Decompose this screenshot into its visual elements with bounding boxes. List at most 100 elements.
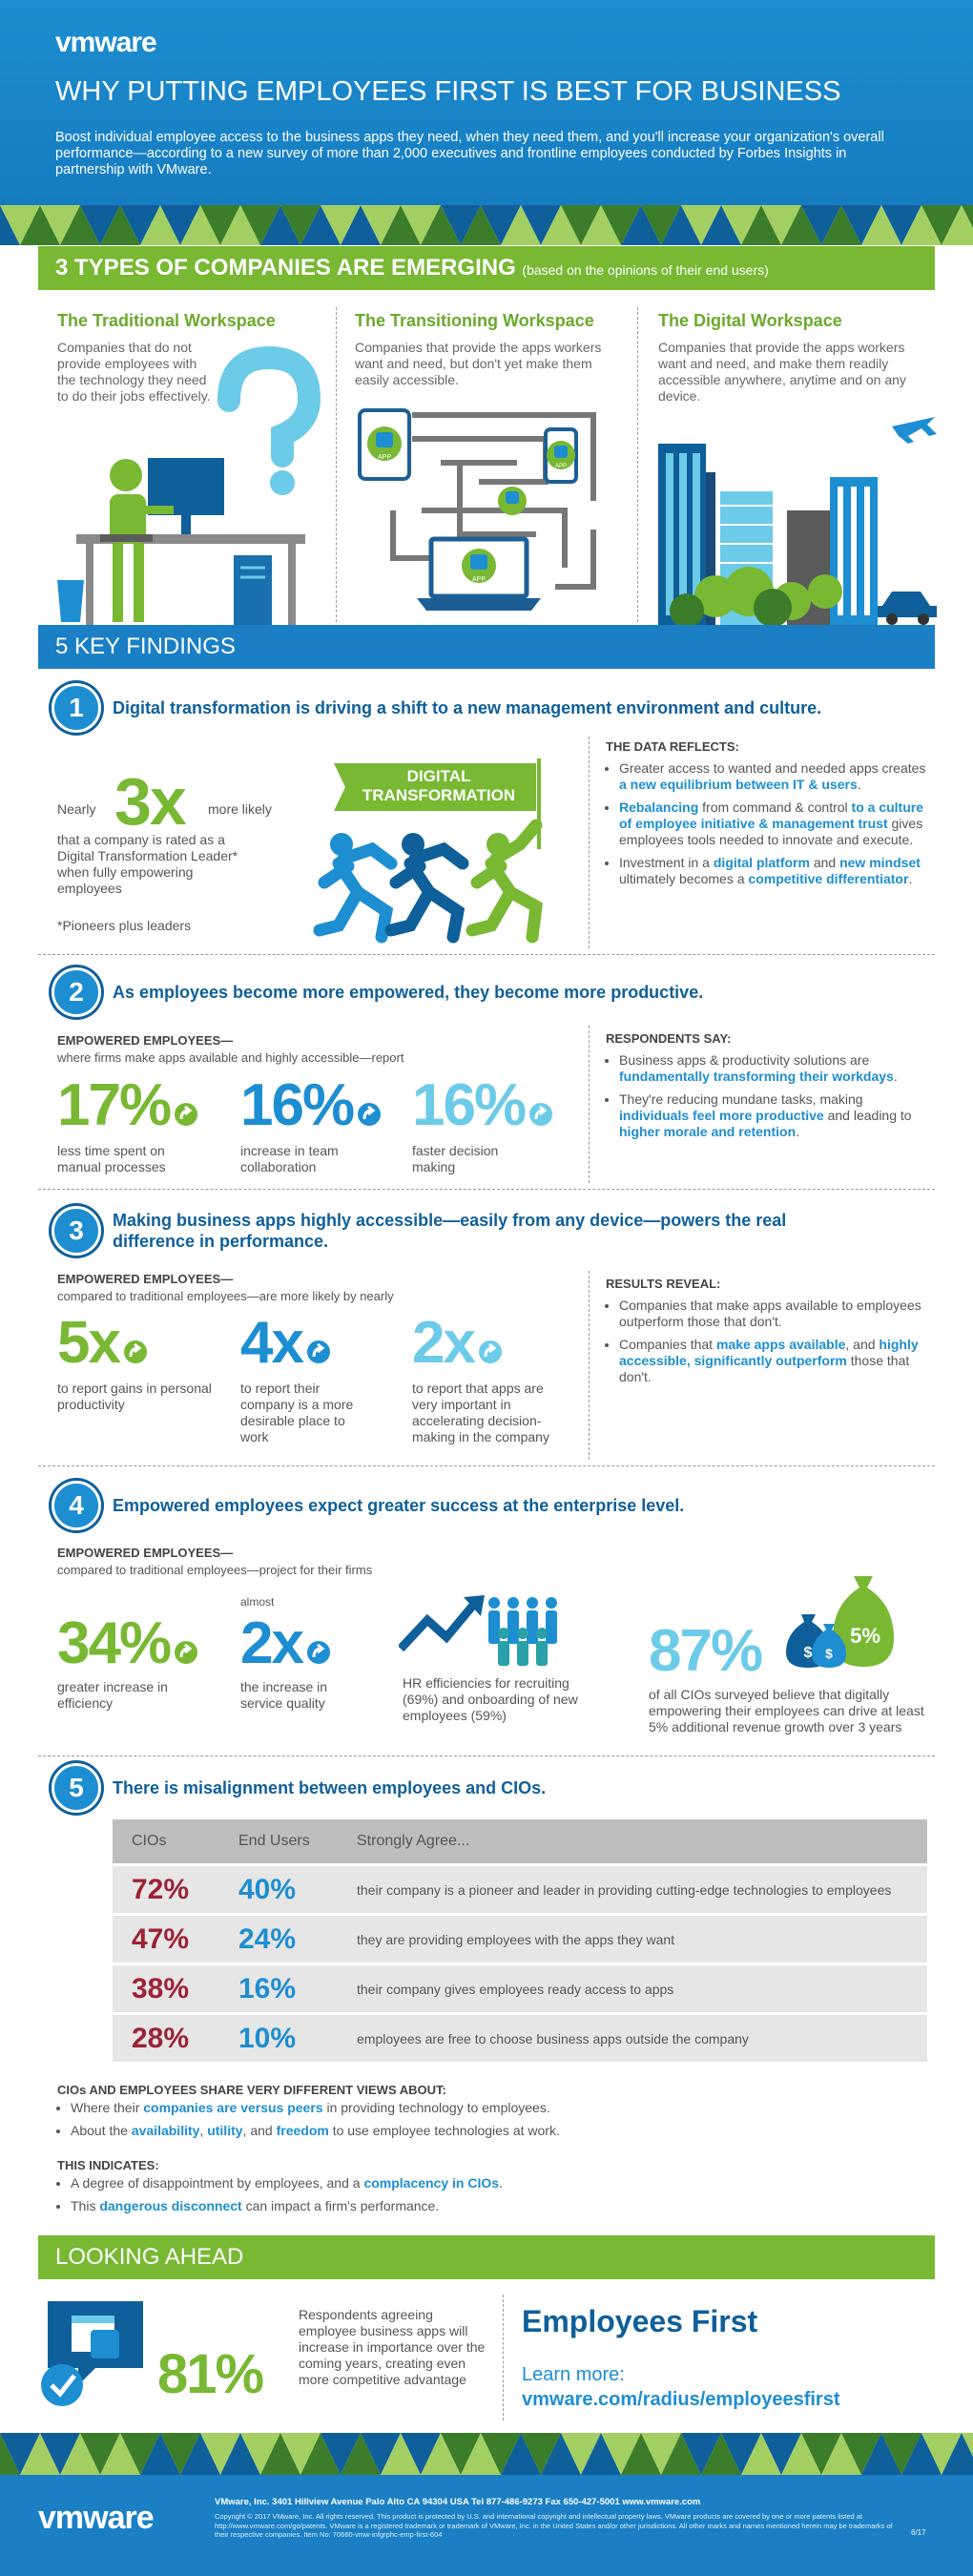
- bullet-list: Business apps & productivity solutions a…: [606, 1052, 930, 1140]
- text: Companies that do not provide employees …: [57, 340, 211, 404]
- circle: [330, 833, 353, 856]
- hr-icon: [399, 1595, 557, 1666]
- triangle: [280, 205, 321, 245]
- polyline: [412, 412, 596, 501]
- highlight: fundamentally transforming their workday…: [619, 1069, 894, 1084]
- div: [336, 307, 337, 622]
- path: [362, 1105, 376, 1120]
- triangle: [260, 205, 300, 245]
- rect: [507, 1610, 519, 1644]
- date: 6/17: [911, 2528, 926, 2537]
- rect: [851, 487, 857, 615]
- rect: [234, 555, 272, 625]
- circle: [670, 593, 704, 625]
- triangle: [781, 205, 821, 245]
- triangle: [521, 2433, 561, 2475]
- more: more likely: [208, 801, 272, 817]
- value: 16%: [412, 1072, 527, 1138]
- highlight: highly accessible, significantly outperf…: [619, 1337, 919, 1368]
- sublead: where firms make apps available and high…: [57, 1050, 404, 1065]
- cta-title: Employees First: [522, 2304, 758, 2338]
- triangle: [541, 205, 581, 245]
- bullet-text: .: [908, 871, 913, 886]
- rect: [679, 453, 687, 615]
- svg: [478, 1340, 502, 1363]
- label: of all CIOs surveyed believe that digita…: [649, 1687, 924, 1735]
- path: [179, 1105, 193, 1120]
- bullet-text: , and: [845, 1337, 880, 1352]
- text: Respondents agreeing employee business a…: [299, 2307, 486, 2387]
- highlight: new mindset: [839, 855, 921, 870]
- bullet-list: A degree of disappointment by employees,…: [57, 2175, 916, 2214]
- cio-percent: 72%: [113, 1866, 219, 1913]
- title: Digital transformation is driving a shif…: [113, 698, 822, 717]
- user-percent: 24%: [219, 1916, 338, 1963]
- tbody: 72% 40% their company is a pioneer and lea…: [113, 1866, 927, 2062]
- triangle: [962, 205, 973, 228]
- div: 4x: [240, 1314, 331, 1373]
- div: 34%: [57, 1614, 198, 1673]
- triangle: [781, 2433, 821, 2475]
- triangle: [701, 205, 741, 245]
- triangle: [841, 2433, 881, 2475]
- rect: [864, 487, 870, 615]
- svg: [306, 1641, 330, 1664]
- div: 2x: [240, 1614, 331, 1673]
- polyline: [390, 510, 441, 561]
- path: [812, 1624, 846, 1668]
- thead: CIOs End Users Strongly Agree...: [113, 1819, 927, 1863]
- page-title: WHY PUTTING EMPLOYEES FIRST IS BEST FOR …: [55, 76, 841, 107]
- indicates-title: THIS INDICATES:: [57, 2158, 159, 2172]
- bullet-text: Where their: [71, 2100, 144, 2115]
- link[interactable]: vmware.com/radius/employeesfirst: [522, 2389, 840, 2410]
- polyline: [384, 857, 437, 937]
- bullet-list: Companies that make apps available to em…: [606, 1298, 930, 1385]
- stat: 3x: [114, 764, 187, 839]
- circle: [536, 1628, 548, 1639]
- triangle: [861, 205, 901, 245]
- section-band: 3 TYPES OF COMPANIES ARE EMERGING (based…: [38, 246, 935, 290]
- address: VMware, Inc. 3401 Hillview Avenue Palo A…: [215, 2497, 701, 2507]
- table: CIOs End Users Strongly Agree... 72% 40% the…: [113, 1817, 927, 2065]
- app-label: APP: [472, 576, 486, 583]
- triangle: [160, 2433, 200, 2475]
- bullet-text: Companies that make apps available to em…: [619, 1298, 921, 1329]
- statement: employees are free to choose business ap…: [338, 2015, 927, 2062]
- triangle: [20, 205, 60, 245]
- rect: [376, 432, 393, 447]
- path: [464, 1595, 485, 1616]
- triangle: [120, 2433, 160, 2475]
- lead: EMPOWERED EMPLOYEES—: [57, 1033, 234, 1048]
- triangle: [361, 205, 401, 245]
- path: [179, 1643, 193, 1658]
- g: [498, 1628, 548, 1666]
- triangle: [721, 2433, 761, 2475]
- div: [589, 737, 590, 948]
- bullet-list: Where their companies are versus peers i…: [57, 2100, 916, 2139]
- bullet-text: .: [893, 1069, 898, 1084]
- footer: [0, 2475, 973, 2576]
- rect: [86, 544, 93, 625]
- div: THE DATA REFLECTS: Greater access to wan…: [606, 738, 930, 894]
- circle: [486, 833, 509, 856]
- triangle: [140, 205, 180, 245]
- bag-labels: $: [825, 1646, 833, 1661]
- rect: [488, 1610, 500, 1644]
- circle: [402, 833, 424, 856]
- section-band: 5 KEY FINDINGS: [38, 625, 935, 669]
- rect: [554, 446, 568, 458]
- triangle: [300, 205, 341, 245]
- div: Where their companies are versus peers i…: [57, 2100, 916, 2146]
- bullet-text: .: [499, 2175, 503, 2191]
- polyline: [504, 885, 543, 944]
- div: [38, 1755, 935, 1756]
- triangle: [801, 2433, 841, 2475]
- triangle: [20, 2433, 60, 2475]
- triangle: [80, 2433, 120, 2475]
- bullet-text: Companies that: [619, 1337, 716, 1352]
- rect: [506, 491, 519, 504]
- title: As employees become more empowered, they…: [113, 983, 704, 1002]
- polyline: [313, 857, 365, 937]
- triangle: [361, 2433, 401, 2475]
